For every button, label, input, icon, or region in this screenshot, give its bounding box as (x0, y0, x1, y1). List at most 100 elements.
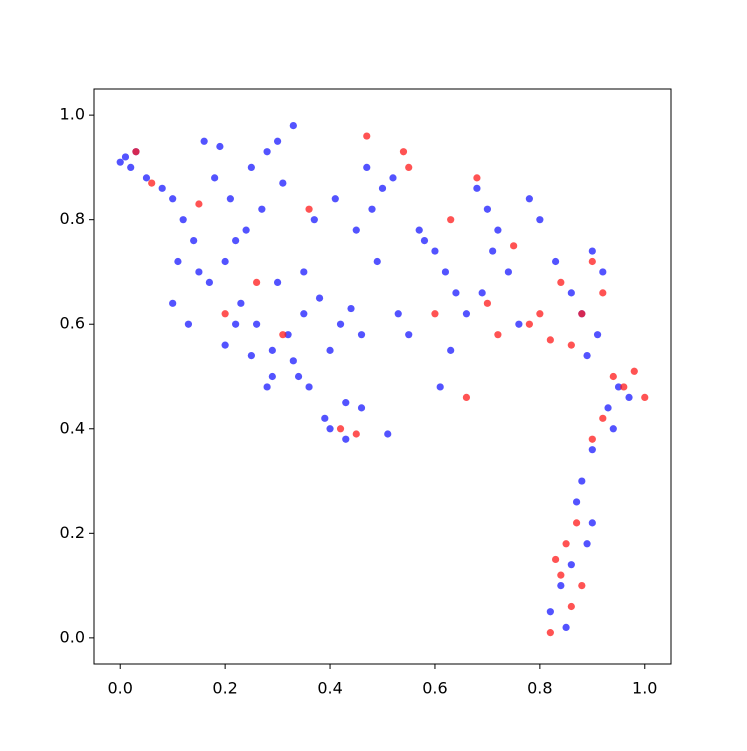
point (462, 310, 471, 318)
point (158, 184, 166, 192)
point (588, 257, 596, 266)
point (368, 205, 376, 213)
point (279, 179, 287, 187)
point (289, 121, 297, 130)
point (253, 278, 261, 287)
point (405, 331, 413, 339)
point (268, 346, 276, 354)
y-tick-label: 0.0 (60, 627, 85, 646)
point (273, 278, 282, 287)
point (305, 383, 313, 391)
point (326, 346, 334, 354)
point (232, 320, 240, 328)
point (620, 383, 628, 391)
point (525, 195, 533, 203)
point (431, 247, 439, 255)
point (268, 372, 276, 381)
point (242, 226, 250, 234)
point (190, 236, 198, 245)
point (300, 310, 308, 318)
point (599, 414, 607, 422)
x-tick-label: 0.6 (422, 679, 447, 698)
point (420, 236, 429, 245)
point (310, 216, 318, 224)
point (357, 404, 366, 412)
point (148, 179, 156, 187)
point (399, 148, 408, 156)
point (525, 320, 533, 328)
point (546, 336, 554, 344)
point (195, 268, 203, 276)
point (378, 184, 387, 192)
point (599, 268, 607, 276)
point (373, 257, 381, 266)
point (169, 299, 177, 307)
point (462, 393, 471, 402)
point (253, 320, 261, 328)
point (562, 623, 570, 632)
point (247, 351, 255, 360)
point (483, 205, 492, 213)
point (363, 163, 371, 172)
point (205, 278, 213, 287)
point (473, 174, 481, 182)
point (284, 331, 292, 339)
point (221, 341, 229, 349)
point (221, 257, 229, 266)
point (536, 310, 544, 318)
point (599, 289, 607, 297)
point (593, 331, 602, 339)
point (289, 357, 297, 365)
plot-frame (93, 88, 672, 665)
point (447, 346, 455, 354)
point (609, 425, 617, 433)
point (578, 581, 586, 590)
point (473, 184, 481, 192)
point (258, 205, 266, 213)
point (546, 608, 554, 616)
point (279, 331, 287, 339)
point (562, 540, 570, 548)
point (116, 158, 124, 166)
x-tick-label: 0.0 (108, 679, 133, 698)
point (389, 174, 397, 182)
point (452, 289, 460, 297)
point (336, 425, 345, 433)
point (184, 320, 193, 328)
point (331, 195, 339, 203)
point (232, 236, 240, 245)
point (326, 425, 334, 433)
point (300, 268, 308, 276)
point (515, 320, 523, 328)
point (127, 163, 135, 172)
y-tick-label: 0.6 (60, 314, 85, 333)
point (504, 268, 512, 276)
point (142, 174, 151, 182)
point (436, 383, 444, 391)
y-tick-label: 0.4 (60, 418, 85, 437)
point (604, 404, 612, 412)
y-tick-label: 0.8 (60, 209, 85, 228)
point (536, 216, 544, 224)
point (347, 304, 355, 313)
point (273, 137, 282, 145)
point (342, 435, 350, 443)
point (578, 310, 586, 318)
point (588, 247, 596, 255)
x-tick-label: 1.0 (632, 679, 657, 698)
point (132, 148, 140, 156)
point (405, 163, 413, 172)
point (567, 561, 575, 569)
point (415, 226, 423, 234)
point (431, 310, 439, 318)
point (641, 393, 649, 402)
point (357, 331, 366, 339)
point (567, 341, 575, 349)
point (195, 200, 203, 208)
point (583, 351, 591, 360)
point (557, 581, 565, 590)
point (315, 294, 324, 302)
point (169, 195, 177, 203)
